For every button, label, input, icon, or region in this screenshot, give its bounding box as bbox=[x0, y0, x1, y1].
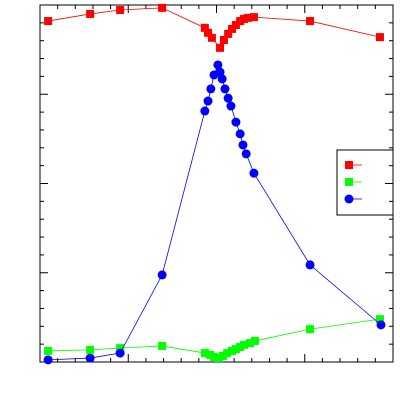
data-point bbox=[157, 270, 167, 280]
data-point bbox=[206, 84, 216, 94]
data-point bbox=[219, 35, 228, 44]
data-point bbox=[226, 101, 236, 111]
data-point bbox=[86, 345, 95, 354]
data-point bbox=[216, 43, 225, 52]
data-point bbox=[215, 67, 225, 77]
data-point bbox=[213, 60, 223, 70]
data-point bbox=[85, 353, 95, 363]
data-point bbox=[243, 13, 252, 22]
data-point bbox=[207, 33, 216, 42]
data-point bbox=[238, 140, 248, 150]
data-point bbox=[200, 349, 209, 358]
data-point bbox=[376, 320, 386, 330]
data-point bbox=[218, 351, 227, 360]
data-point bbox=[241, 149, 251, 159]
data-point bbox=[223, 349, 232, 358]
data-point bbox=[250, 336, 259, 345]
data-point bbox=[116, 5, 125, 14]
data-point bbox=[231, 20, 240, 29]
data-point bbox=[217, 74, 227, 84]
data-point bbox=[231, 117, 241, 127]
data-point bbox=[203, 96, 213, 106]
data-point bbox=[305, 260, 315, 270]
data-point bbox=[158, 341, 167, 350]
data-point bbox=[44, 17, 53, 26]
data-point bbox=[235, 129, 245, 139]
data-point bbox=[231, 345, 240, 354]
legend-marker bbox=[345, 161, 353, 169]
data-point bbox=[249, 13, 258, 22]
data-point bbox=[240, 340, 249, 349]
data-point bbox=[246, 339, 255, 348]
data-point bbox=[44, 346, 53, 355]
data-point bbox=[220, 84, 230, 94]
data-point bbox=[375, 315, 384, 324]
data-point bbox=[249, 168, 259, 178]
data-point bbox=[158, 3, 167, 12]
data-point bbox=[306, 17, 315, 26]
series-line bbox=[48, 63, 382, 361]
data-point bbox=[200, 23, 209, 32]
data-point bbox=[43, 355, 53, 365]
legend-marker bbox=[345, 178, 353, 186]
data-point bbox=[204, 28, 213, 37]
data-point bbox=[224, 29, 233, 38]
data-point bbox=[200, 106, 210, 116]
data-point bbox=[223, 93, 233, 103]
data-point bbox=[116, 344, 125, 353]
data-point bbox=[115, 348, 125, 358]
data-point bbox=[375, 33, 384, 42]
data-point bbox=[306, 325, 315, 334]
data-point bbox=[86, 9, 95, 18]
data-point bbox=[210, 353, 219, 362]
legend-marker bbox=[344, 194, 354, 204]
